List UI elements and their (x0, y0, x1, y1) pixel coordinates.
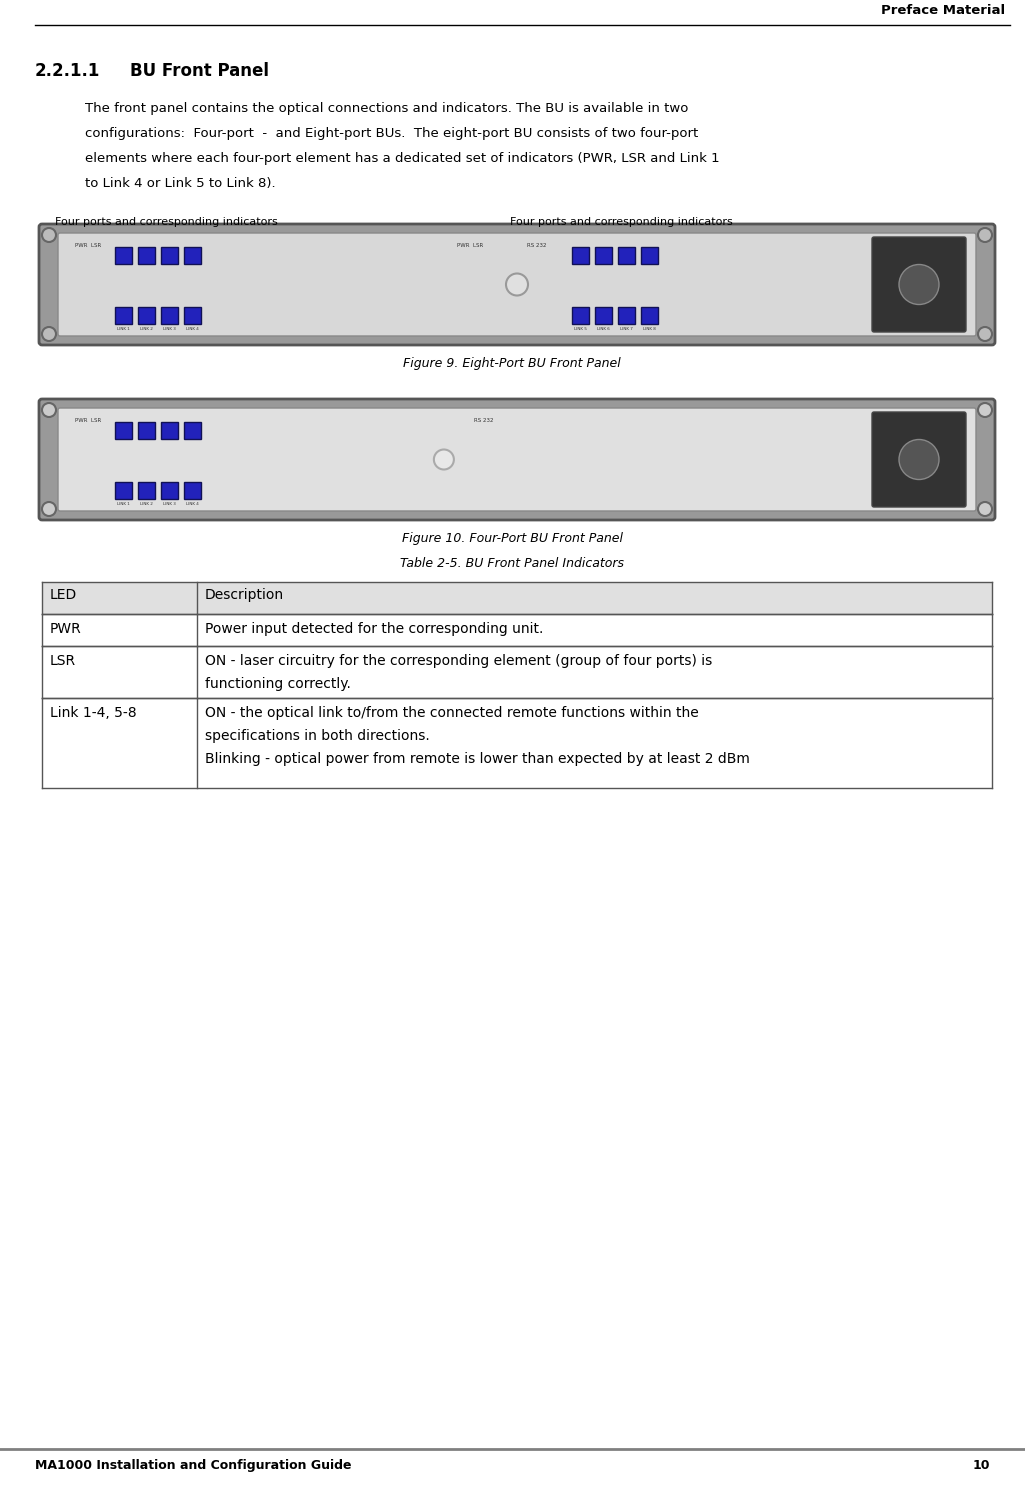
Text: LINK 1: LINK 1 (117, 501, 130, 506)
Text: LINK 1: LINK 1 (117, 326, 130, 331)
Bar (161, 422, 178, 439)
Bar (42, 614, 992, 647)
Text: ON - laser circuitry for the corresponding element (group of four ports) is: ON - laser circuitry for the correspondi… (205, 654, 712, 668)
Bar (161, 307, 178, 323)
Text: LINK 5: LINK 5 (574, 326, 587, 331)
Circle shape (978, 326, 992, 341)
Bar (138, 422, 155, 439)
Bar (42, 698, 992, 787)
Text: LINK 4: LINK 4 (187, 501, 199, 506)
Circle shape (899, 440, 939, 479)
Circle shape (506, 274, 528, 295)
Text: ON - the optical link to/from the connected remote functions within the: ON - the optical link to/from the connec… (205, 707, 699, 720)
Circle shape (978, 501, 992, 516)
Text: Four ports and corresponding indicators: Four ports and corresponding indicators (510, 217, 733, 228)
Bar (115, 307, 132, 323)
Text: LED: LED (50, 588, 77, 602)
Text: LINK 4: LINK 4 (187, 326, 199, 331)
Bar (42, 582, 992, 614)
Circle shape (978, 403, 992, 418)
Text: PWR  LSR: PWR LSR (75, 243, 101, 249)
Bar (138, 307, 155, 323)
Text: RS 232: RS 232 (527, 243, 546, 249)
Text: MA1000 Installation and Configuration Guide: MA1000 Installation and Configuration Gu… (35, 1460, 352, 1472)
Text: LINK 8: LINK 8 (643, 326, 656, 331)
Bar (618, 307, 636, 323)
Text: Blinking - optical power from remote is lower than expected by at least 2 dBm: Blinking - optical power from remote is … (205, 751, 750, 766)
Text: Figure 10. Four-Port BU Front Panel: Figure 10. Four-Port BU Front Panel (402, 531, 622, 545)
Bar (184, 482, 201, 499)
Text: Four ports and corresponding indicators: Four ports and corresponding indicators (55, 217, 278, 228)
Circle shape (42, 501, 56, 516)
Text: functioning correctly.: functioning correctly. (205, 677, 351, 692)
Bar (572, 247, 589, 263)
FancyBboxPatch shape (872, 237, 966, 332)
Text: The front panel contains the optical connections and indicators. The BU is avail: The front panel contains the optical con… (85, 102, 689, 115)
Bar (184, 307, 201, 323)
Text: LINK 2: LINK 2 (140, 501, 153, 506)
Text: PWR  LSR: PWR LSR (75, 418, 101, 424)
Text: RS 232: RS 232 (474, 418, 493, 424)
Bar (594, 307, 612, 323)
Text: BU Front Panel: BU Front Panel (130, 61, 269, 79)
Circle shape (42, 403, 56, 418)
Text: Figure 9. Eight-Port BU Front Panel: Figure 9. Eight-Port BU Front Panel (403, 356, 621, 370)
FancyBboxPatch shape (872, 412, 966, 507)
Text: LINK 7: LINK 7 (620, 326, 633, 331)
Text: Power input detected for the corresponding unit.: Power input detected for the correspondi… (205, 621, 543, 636)
Bar (138, 482, 155, 499)
FancyBboxPatch shape (58, 409, 976, 510)
Bar (115, 422, 132, 439)
Text: Table 2-5. BU Front Panel Indicators: Table 2-5. BU Front Panel Indicators (400, 557, 624, 570)
Text: 2.2.1.1: 2.2.1.1 (35, 61, 100, 79)
Bar (594, 247, 612, 263)
Bar (184, 247, 201, 263)
Bar (115, 247, 132, 263)
Bar (161, 247, 178, 263)
Bar (42, 647, 992, 698)
Circle shape (42, 228, 56, 243)
Text: specifications in both directions.: specifications in both directions. (205, 729, 429, 743)
Bar (161, 482, 178, 499)
Circle shape (899, 265, 939, 304)
Circle shape (978, 228, 992, 243)
Text: PWR: PWR (50, 621, 82, 636)
Text: Description: Description (205, 588, 284, 602)
FancyBboxPatch shape (39, 400, 995, 519)
Bar (138, 247, 155, 263)
Text: PWR  LSR: PWR LSR (457, 243, 483, 249)
Text: LINK 6: LINK 6 (597, 326, 610, 331)
Circle shape (434, 449, 454, 470)
Text: to Link 4 or Link 5 to Link 8).: to Link 4 or Link 5 to Link 8). (85, 177, 276, 190)
Text: elements where each four-port element has a dedicated set of indicators (PWR, LS: elements where each four-port element ha… (85, 153, 720, 165)
Text: Link 1-4, 5-8: Link 1-4, 5-8 (50, 707, 136, 720)
FancyBboxPatch shape (58, 234, 976, 335)
Text: LINK 2: LINK 2 (140, 326, 153, 331)
Bar (641, 307, 658, 323)
Circle shape (42, 326, 56, 341)
Text: LSR: LSR (50, 654, 76, 668)
FancyBboxPatch shape (39, 225, 995, 344)
Bar (115, 482, 132, 499)
Bar (618, 247, 636, 263)
Text: LINK 3: LINK 3 (163, 501, 176, 506)
Text: 10: 10 (973, 1460, 990, 1472)
Bar (572, 307, 589, 323)
Text: LINK 3: LINK 3 (163, 326, 176, 331)
Bar (641, 247, 658, 263)
Text: configurations:  Four-port  -  and Eight-port BUs.  The eight-port BU consists o: configurations: Four-port - and Eight-po… (85, 127, 698, 141)
Bar (184, 422, 201, 439)
Text: Preface Material: Preface Material (880, 4, 1004, 16)
